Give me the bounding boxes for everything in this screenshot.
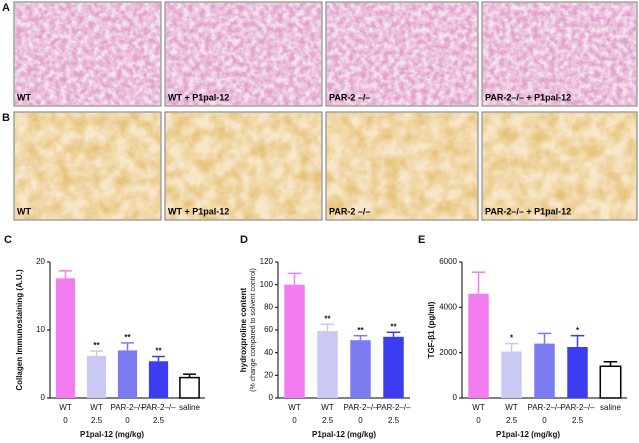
panel-letter: D (240, 234, 248, 246)
micrograph-label: WT (17, 206, 31, 216)
bar (599, 365, 622, 399)
micrograph-label: PAR-2 –/– (329, 206, 370, 216)
y-axis-label: TGF-β1 (pg/ml) (427, 301, 436, 358)
y-tick-label: 0 (453, 393, 458, 402)
x-tick-label: WT (472, 403, 485, 412)
x-tick-label: PAR-2–/– (141, 403, 176, 412)
y-tick-label: 2000 (439, 348, 457, 357)
dose-label: 0 (542, 416, 547, 425)
x-tick-label: WT (90, 403, 103, 412)
x-axis-label: P1pal-12 (mg/kg) (312, 430, 376, 439)
significance: * (576, 326, 580, 335)
x-tick-label: WT (321, 403, 334, 412)
bar (350, 340, 371, 398)
bar (179, 376, 200, 399)
dose-label: 2.5 (322, 416, 334, 425)
micrograph-panels: A B (2, 2, 10, 124)
dose-label: 2.5 (506, 416, 518, 425)
bar (468, 293, 489, 398)
dose-label: 2.5 (91, 416, 103, 425)
y-tick-label: 20 (264, 370, 273, 379)
x-tick-label: PAR-2–/– (560, 403, 595, 412)
y-axis-label: Collagen Immunostaining (A.U.) (15, 269, 24, 391)
x-tick-label: PAR-2–/– (527, 403, 562, 412)
micrograph-texture (327, 113, 477, 219)
micrograph-texture (166, 3, 321, 105)
micrograph-texture (483, 113, 636, 219)
y-tick-label: 120 (260, 257, 274, 266)
micrograph-label: WT (17, 92, 31, 102)
y-tick-label: 6000 (439, 257, 457, 266)
dose-label: 2.5 (388, 416, 400, 425)
dose-label: 0 (63, 416, 68, 425)
bar (55, 278, 76, 398)
bar (501, 351, 522, 398)
x-tick-label: PAR-2–/– (110, 403, 145, 412)
significance: ** (390, 322, 397, 331)
x-axis-label: P1pal-12 (mg/kg) (496, 430, 560, 439)
significance: ** (324, 314, 331, 323)
y-tick-label: 4000 (439, 302, 457, 311)
micrograph-label: PAR-2–/– + P1pal-12 (485, 92, 571, 102)
bar (117, 350, 138, 398)
significance: ** (357, 326, 364, 335)
micrograph-label: PAR-2–/– + P1pal-12 (485, 206, 571, 216)
x-tick-label: saline (179, 403, 200, 412)
micrograph-texture (166, 113, 321, 219)
dose-label: 0 (292, 416, 297, 425)
y-axis-label: hydroxproline content (239, 287, 248, 372)
panel-letter: E (418, 234, 425, 246)
bar (534, 343, 555, 398)
bar (567, 347, 588, 398)
y-tick-label: 10 (36, 325, 45, 334)
micrograph-texture (483, 3, 636, 105)
y-tick-label: 80 (264, 302, 273, 311)
bar (317, 331, 338, 398)
dose-label: 2.5 (572, 416, 584, 425)
y-tick-label: 20 (36, 257, 45, 266)
dose-label: 0 (358, 416, 363, 425)
micrograph-texture (327, 3, 477, 105)
bar (383, 336, 404, 398)
x-tick-label: saline (600, 403, 621, 412)
y-tick-label: 0 (41, 393, 46, 402)
bar (284, 284, 305, 398)
panel-letter: C (4, 234, 12, 246)
dose-label: 0 (125, 416, 130, 425)
significance: ** (124, 333, 131, 342)
significance: ** (155, 347, 162, 356)
significance: * (510, 334, 514, 343)
y-tick-label: 100 (260, 280, 274, 289)
y-tick-label: 60 (264, 325, 273, 334)
y-tick-label: 40 (264, 348, 273, 357)
panel-letter: A (2, 2, 10, 14)
x-axis-label: P1pal-12 (mg/kg) (80, 430, 144, 439)
micrograph-label: WT + P1pal-12 (168, 206, 229, 216)
panel-letter: B (2, 112, 10, 124)
significance: ** (93, 341, 100, 350)
micrograph-texture (15, 3, 160, 105)
x-tick-label: PAR-2–/– (376, 403, 411, 412)
micrograph-texture (15, 113, 160, 219)
y-axis-sublabel: (% change compared to solvent control) (250, 268, 257, 392)
x-tick-label: WT (505, 403, 518, 412)
bar (148, 361, 169, 398)
dose-label: 0 (476, 416, 481, 425)
x-tick-label: PAR-2–/– (343, 403, 378, 412)
dose-label: 2.5 (153, 416, 165, 425)
y-tick-label: 0 (269, 393, 274, 402)
bar (86, 355, 107, 398)
x-tick-label: WT (288, 403, 301, 412)
micrograph-label: PAR-2 –/– (329, 92, 370, 102)
micrograph-label: WT + P1pal-12 (168, 92, 229, 102)
x-tick-label: WT (59, 403, 72, 412)
